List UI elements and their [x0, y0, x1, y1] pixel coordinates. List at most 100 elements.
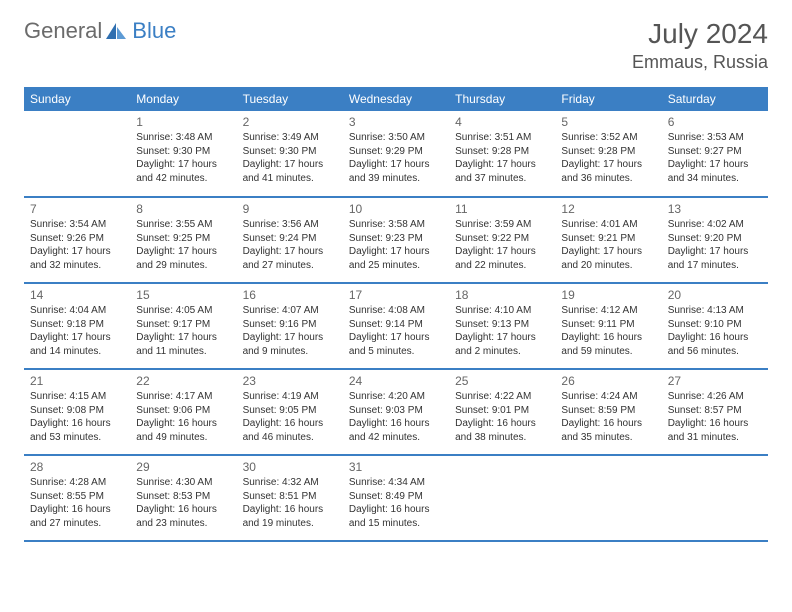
daylight-line: Daylight: 17 hours [349, 331, 443, 345]
daylight-line: and 36 minutes. [561, 172, 655, 186]
daylight-line: and 37 minutes. [455, 172, 549, 186]
daylight-line: and 5 minutes. [349, 345, 443, 359]
sunrise-line: Sunrise: 4:34 AM [349, 476, 443, 490]
sunset-line: Sunset: 9:16 PM [243, 318, 337, 332]
sunset-line: Sunset: 9:17 PM [136, 318, 230, 332]
daylight-line: Daylight: 17 hours [668, 245, 762, 259]
daylight-line: Daylight: 17 hours [668, 158, 762, 172]
daylight-line: Daylight: 17 hours [349, 245, 443, 259]
sunrise-line: Sunrise: 4:28 AM [30, 476, 124, 490]
calendar-day-cell: 23Sunrise: 4:19 AMSunset: 9:05 PMDayligh… [237, 369, 343, 455]
daylight-line: and 53 minutes. [30, 431, 124, 445]
sunset-line: Sunset: 9:27 PM [668, 145, 762, 159]
sunrise-line: Sunrise: 3:58 AM [349, 218, 443, 232]
calendar-week-row: 14Sunrise: 4:04 AMSunset: 9:18 PMDayligh… [24, 283, 768, 369]
daylight-line: and 42 minutes. [349, 431, 443, 445]
daylight-line: Daylight: 17 hours [243, 245, 337, 259]
weekday-header-row: Sunday Monday Tuesday Wednesday Thursday… [24, 87, 768, 111]
logo-text-blue: Blue [132, 18, 176, 44]
calendar-day-cell: 25Sunrise: 4:22 AMSunset: 9:01 PMDayligh… [449, 369, 555, 455]
day-number: 23 [243, 373, 337, 389]
sunrise-line: Sunrise: 4:12 AM [561, 304, 655, 318]
sunrise-line: Sunrise: 3:51 AM [455, 131, 549, 145]
sunset-line: Sunset: 9:30 PM [136, 145, 230, 159]
daylight-line: Daylight: 17 hours [243, 158, 337, 172]
sunset-line: Sunset: 9:24 PM [243, 232, 337, 246]
calendar-day-cell [662, 455, 768, 541]
daylight-line: and 2 minutes. [455, 345, 549, 359]
day-number: 29 [136, 459, 230, 475]
day-number: 28 [30, 459, 124, 475]
sunrise-line: Sunrise: 3:54 AM [30, 218, 124, 232]
daylight-line: Daylight: 16 hours [561, 417, 655, 431]
title-block: July 2024 Emmaus, Russia [632, 18, 768, 73]
calendar-day-cell: 22Sunrise: 4:17 AMSunset: 9:06 PMDayligh… [130, 369, 236, 455]
sunset-line: Sunset: 8:55 PM [30, 490, 124, 504]
daylight-line: and 49 minutes. [136, 431, 230, 445]
sunrise-line: Sunrise: 4:26 AM [668, 390, 762, 404]
sunset-line: Sunset: 9:29 PM [349, 145, 443, 159]
sunrise-line: Sunrise: 3:56 AM [243, 218, 337, 232]
sunset-line: Sunset: 9:28 PM [455, 145, 549, 159]
day-number: 14 [30, 287, 124, 303]
calendar-day-cell: 15Sunrise: 4:05 AMSunset: 9:17 PMDayligh… [130, 283, 236, 369]
calendar-week-row: 1Sunrise: 3:48 AMSunset: 9:30 PMDaylight… [24, 111, 768, 197]
calendar-day-cell: 5Sunrise: 3:52 AMSunset: 9:28 PMDaylight… [555, 111, 661, 197]
daylight-line: and 35 minutes. [561, 431, 655, 445]
sunset-line: Sunset: 9:28 PM [561, 145, 655, 159]
sunrise-line: Sunrise: 4:05 AM [136, 304, 230, 318]
calendar-day-cell: 8Sunrise: 3:55 AMSunset: 9:25 PMDaylight… [130, 197, 236, 283]
day-number: 18 [455, 287, 549, 303]
daylight-line: Daylight: 17 hours [455, 331, 549, 345]
calendar-day-cell: 11Sunrise: 3:59 AMSunset: 9:22 PMDayligh… [449, 197, 555, 283]
sunset-line: Sunset: 9:21 PM [561, 232, 655, 246]
sunrise-line: Sunrise: 4:32 AM [243, 476, 337, 490]
calendar-day-cell: 29Sunrise: 4:30 AMSunset: 8:53 PMDayligh… [130, 455, 236, 541]
day-number: 24 [349, 373, 443, 389]
sunrise-line: Sunrise: 4:01 AM [561, 218, 655, 232]
daylight-line: and 31 minutes. [668, 431, 762, 445]
calendar-day-cell: 1Sunrise: 3:48 AMSunset: 9:30 PMDaylight… [130, 111, 236, 197]
sunset-line: Sunset: 8:49 PM [349, 490, 443, 504]
daylight-line: and 15 minutes. [349, 517, 443, 531]
day-number: 27 [668, 373, 762, 389]
daylight-line: and 20 minutes. [561, 259, 655, 273]
sunset-line: Sunset: 9:11 PM [561, 318, 655, 332]
daylight-line: and 38 minutes. [455, 431, 549, 445]
daylight-line: Daylight: 16 hours [136, 503, 230, 517]
sunrise-line: Sunrise: 4:10 AM [455, 304, 549, 318]
day-number: 5 [561, 114, 655, 130]
calendar-day-cell [449, 455, 555, 541]
calendar-day-cell: 12Sunrise: 4:01 AMSunset: 9:21 PMDayligh… [555, 197, 661, 283]
daylight-line: Daylight: 16 hours [136, 417, 230, 431]
daylight-line: and 34 minutes. [668, 172, 762, 186]
day-number: 31 [349, 459, 443, 475]
daylight-line: and 14 minutes. [30, 345, 124, 359]
calendar-day-cell: 27Sunrise: 4:26 AMSunset: 8:57 PMDayligh… [662, 369, 768, 455]
calendar-day-cell: 19Sunrise: 4:12 AMSunset: 9:11 PMDayligh… [555, 283, 661, 369]
day-number: 21 [30, 373, 124, 389]
sunset-line: Sunset: 9:08 PM [30, 404, 124, 418]
daylight-line: Daylight: 17 hours [136, 158, 230, 172]
sunrise-line: Sunrise: 3:53 AM [668, 131, 762, 145]
calendar-day-cell: 3Sunrise: 3:50 AMSunset: 9:29 PMDaylight… [343, 111, 449, 197]
daylight-line: Daylight: 17 hours [561, 158, 655, 172]
calendar-day-cell: 21Sunrise: 4:15 AMSunset: 9:08 PMDayligh… [24, 369, 130, 455]
sunset-line: Sunset: 9:26 PM [30, 232, 124, 246]
daylight-line: Daylight: 17 hours [30, 245, 124, 259]
daylight-line: and 41 minutes. [243, 172, 337, 186]
calendar-week-row: 7Sunrise: 3:54 AMSunset: 9:26 PMDaylight… [24, 197, 768, 283]
daylight-line: Daylight: 17 hours [349, 158, 443, 172]
sunset-line: Sunset: 8:57 PM [668, 404, 762, 418]
calendar-week-row: 28Sunrise: 4:28 AMSunset: 8:55 PM Dayligh… [24, 455, 768, 541]
sunrise-line: Sunrise: 3:49 AM [243, 131, 337, 145]
calendar-week-row: 21Sunrise: 4:15 AMSunset: 9:08 PMDayligh… [24, 369, 768, 455]
daylight-line: Daylight: 17 hours [561, 245, 655, 259]
daylight-line: and 11 minutes. [136, 345, 230, 359]
daylight-line: and 23 minutes. [136, 517, 230, 531]
day-number: 12 [561, 201, 655, 217]
daylight-line: and 29 minutes. [136, 259, 230, 273]
weekday-header: Monday [130, 87, 236, 111]
day-number: 7 [30, 201, 124, 217]
day-number: 1 [136, 114, 230, 130]
